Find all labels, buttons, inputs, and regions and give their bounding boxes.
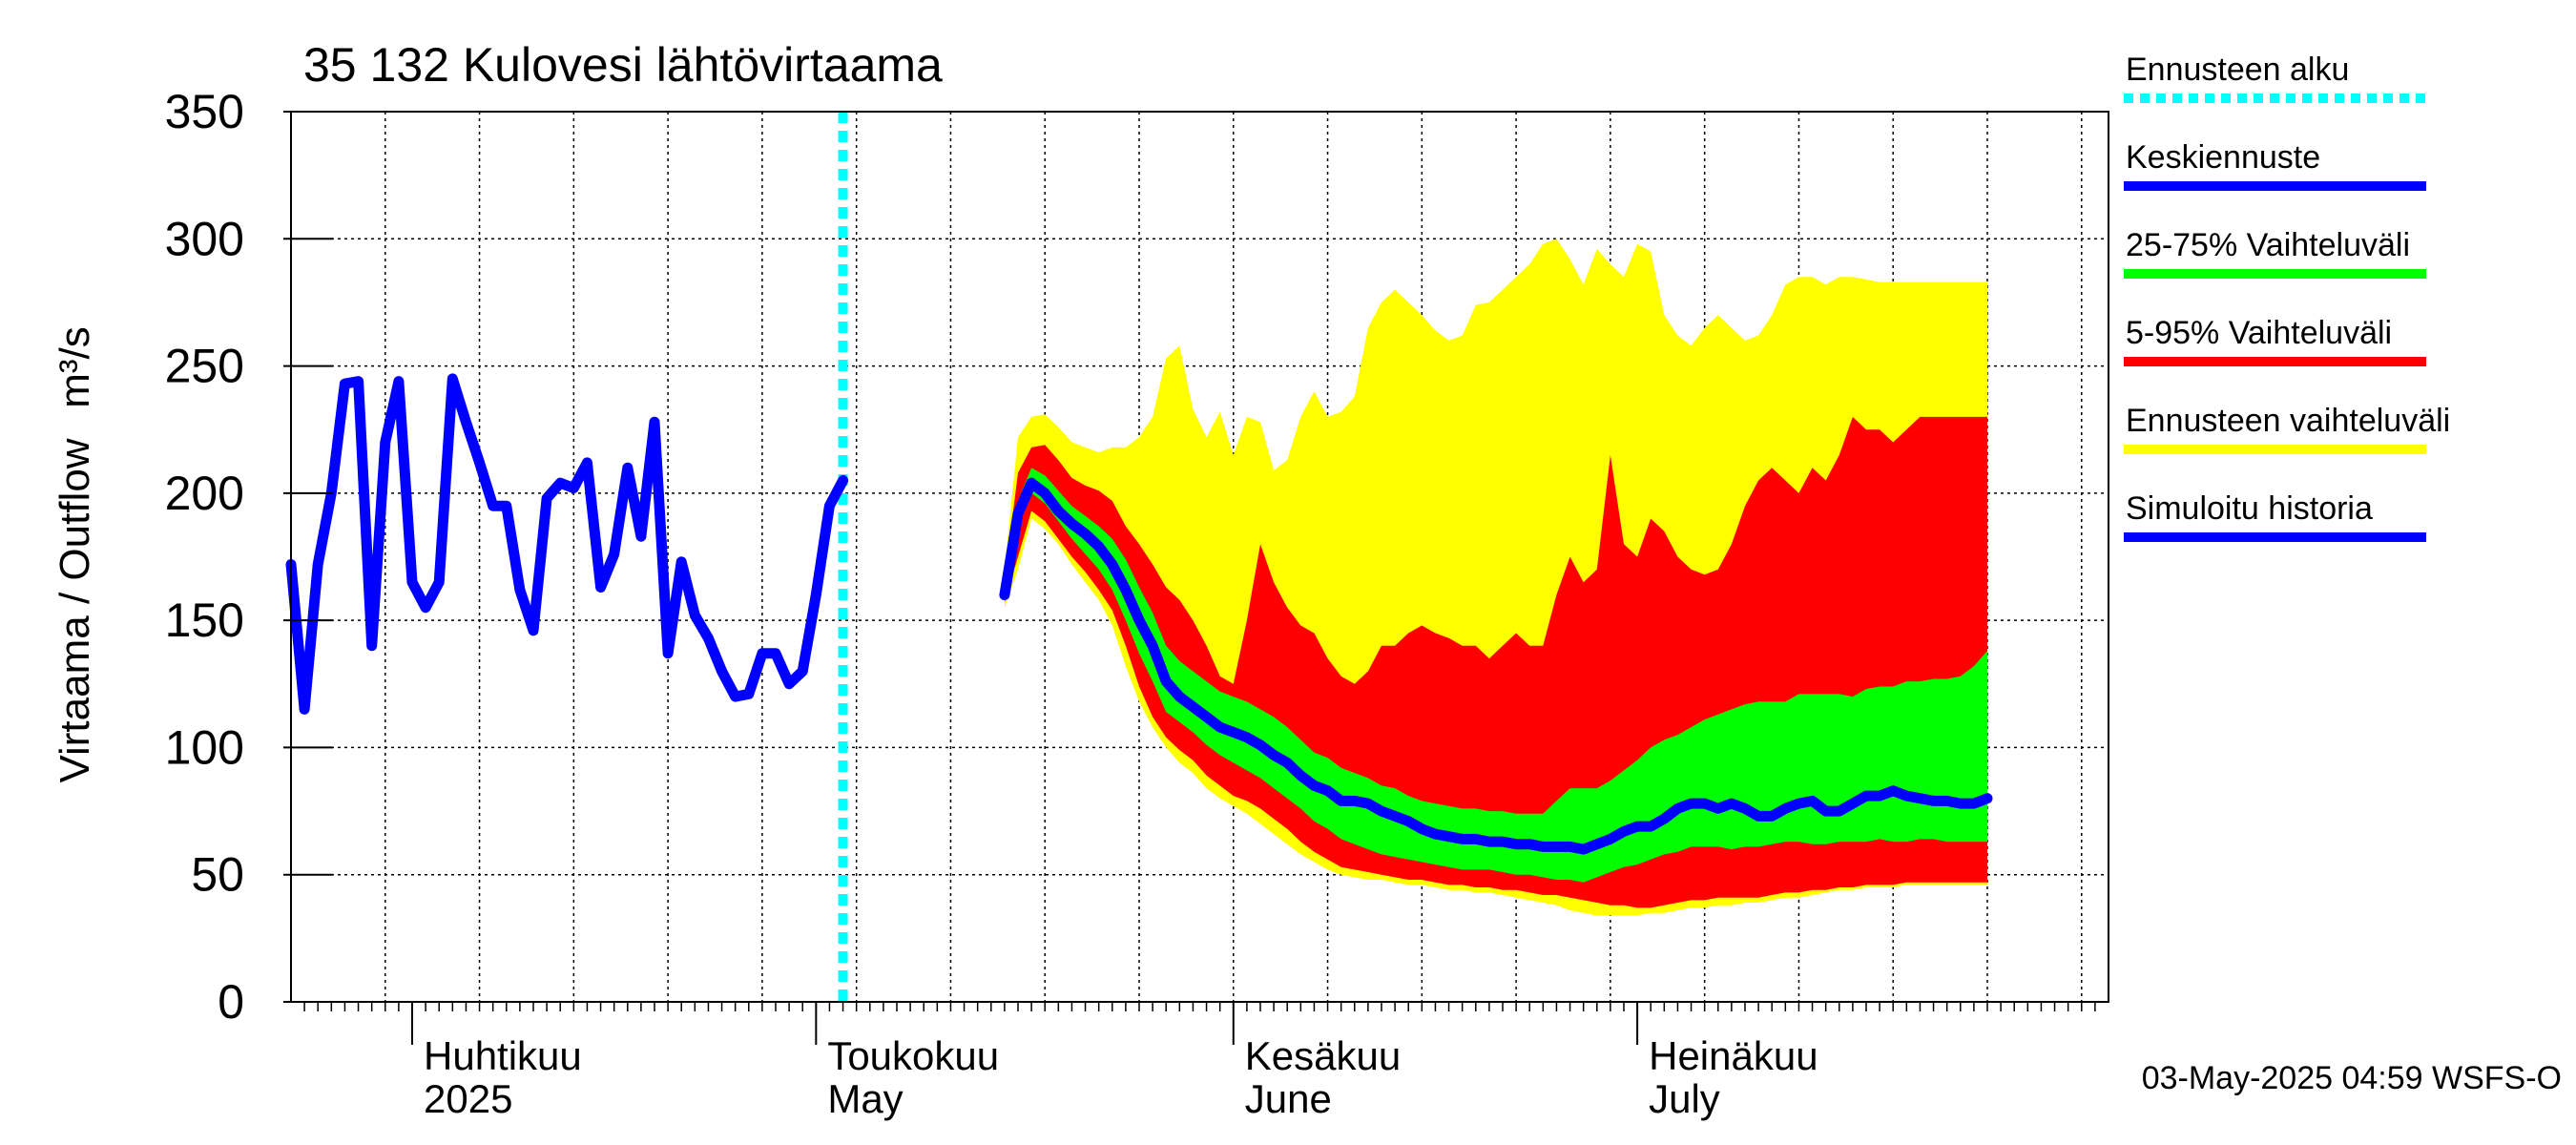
legend-label: Keskiennuste <box>2126 139 2320 176</box>
y-axis-label: Virtaama / Outflow <box>52 438 98 782</box>
month-sublabel: July <box>1649 1076 1720 1121</box>
series-lines <box>285 112 1993 1002</box>
y-tick-label: 100 <box>165 720 244 774</box>
legend-label: Ennusteen alku <box>2126 52 2349 88</box>
month-label: Heinäkuu <box>1649 1033 1818 1078</box>
y-axis: 0 50 100 150 200 250 300 350 <box>165 85 333 1029</box>
median-forecast-line <box>999 477 1993 855</box>
y-tick-label: 250 <box>165 340 244 393</box>
month-sublabel: June <box>1245 1076 1332 1121</box>
forecast-bands <box>1004 239 1987 916</box>
legend-label: 5-95% Vaihteluväli <box>2126 315 2392 351</box>
y-tick-label: 300 <box>165 212 244 265</box>
legend: Ennusteen alku Keskiennuste 25-75% Vaihtel… <box>2124 52 2450 542</box>
band-25-75 <box>1004 468 1987 883</box>
chart-title: 35 132 Kulovesi lähtövirtaama <box>303 38 943 92</box>
y-tick-label: 350 <box>165 85 244 138</box>
history-line <box>285 373 849 715</box>
legend-label: Ennusteen vaihteluväli <box>2126 403 2450 439</box>
footer-timestamp: 03-May-2025 04:59 WSFS-O <box>2142 1060 2562 1096</box>
y-axis-unit: m³/s <box>52 326 98 408</box>
month-sublabel: 2025 <box>424 1076 512 1121</box>
y-tick-label: 200 <box>165 467 244 520</box>
y-tick-label: 150 <box>165 593 244 647</box>
month-label: Toukokuu <box>827 1033 999 1078</box>
month-sublabel: May <box>827 1076 903 1121</box>
month-label: Kesäkuu <box>1245 1033 1401 1078</box>
legend-label: 25-75% Vaihteluväli <box>2126 227 2410 263</box>
y-tick-label: 50 <box>191 848 244 902</box>
legend-label: Simuloitu historia <box>2126 490 2373 527</box>
y-tick-label: 0 <box>218 975 244 1029</box>
month-label: Huhtikuu <box>424 1033 582 1078</box>
plot-frame <box>290 111 2109 1003</box>
